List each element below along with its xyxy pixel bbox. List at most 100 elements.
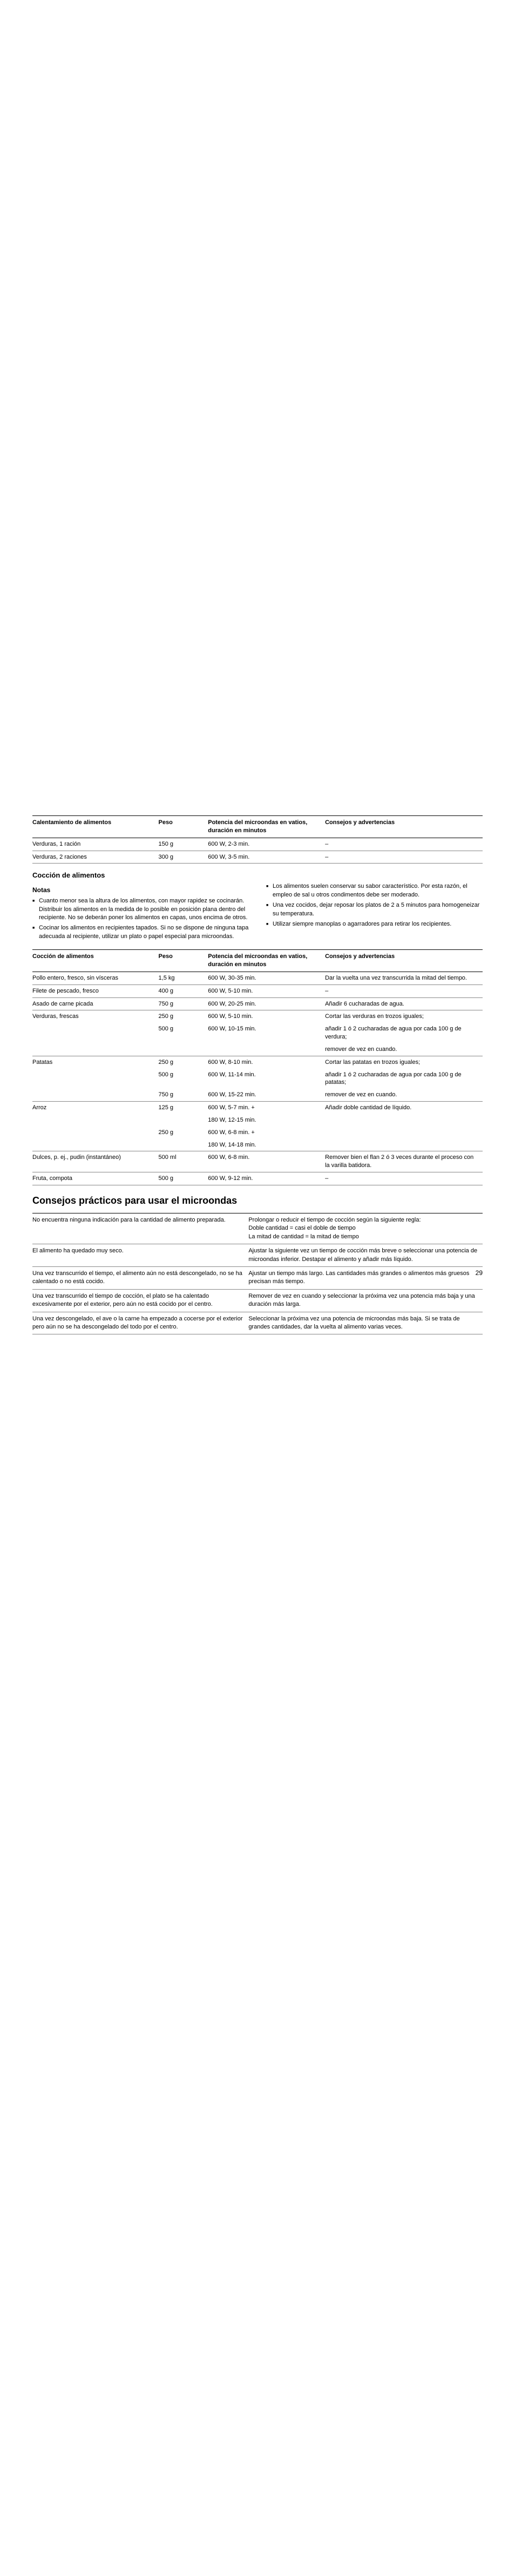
table-row: Asado de carne picada750 g600 W, 20-25 m… xyxy=(32,997,483,1010)
tips-problem: Una vez transcurrido el tiempo de cocció… xyxy=(32,1289,248,1312)
table-row: 180 W, 14-18 min. xyxy=(32,1139,483,1151)
table-cell: remover de vez en cuando. xyxy=(325,1089,483,1101)
table-row: 180 W, 12-15 min. xyxy=(32,1114,483,1127)
tips-solution: Ajustar la siguiente vez un tiempo de co… xyxy=(248,1244,483,1267)
tips-problem: No encuentra ninguna indicación para la … xyxy=(32,1213,248,1244)
note-item: Cuanto menor sea la altura de los alimen… xyxy=(32,897,249,922)
tips-row: Una vez descongelado, el ave o la carne … xyxy=(32,1312,483,1334)
table-row: Dulces, p. ej., pudin (instantáneo)500 m… xyxy=(32,1151,483,1172)
tips-solution: Remover de vez en cuando y seleccionar l… xyxy=(248,1289,483,1312)
tips-problem: Una vez transcurrido el tiempo, el alime… xyxy=(32,1266,248,1289)
table-cell: 250 g xyxy=(159,1010,208,1023)
table-cell: 600 W, 9-12 min. xyxy=(208,1172,325,1185)
table-cell xyxy=(32,1089,159,1101)
table-cell: 750 g xyxy=(159,997,208,1010)
table-cell: – xyxy=(325,1172,483,1185)
table-cell: Patatas xyxy=(32,1056,159,1068)
table-row: Verduras, 1 ración150 g600 W, 2-3 min.– xyxy=(32,838,483,851)
cooking-title: Cocción de alimentos xyxy=(32,871,483,879)
table-cell: 600 W, 15-22 min. xyxy=(208,1089,325,1101)
table-cell: 600 W, 6-8 min. + xyxy=(208,1127,325,1139)
table-cell: – xyxy=(325,851,483,864)
table-row: Fruta, compota500 g600 W, 9-12 min.– xyxy=(32,1172,483,1185)
table-cell: 400 g xyxy=(159,984,208,997)
table-cell xyxy=(208,1043,325,1056)
table-row: 500 g600 W, 11-14 min.añadir 1 ó 2 cucha… xyxy=(32,1069,483,1089)
table-cell: Cortar las verduras en trozos iguales; xyxy=(325,1010,483,1023)
table-cell: Verduras, frescas xyxy=(32,1010,159,1023)
table-cell: Dar la vuelta una vez transcurrida la mi… xyxy=(325,972,483,984)
tips-problem: El alimento ha quedado muy seco. xyxy=(32,1244,248,1267)
notes-columns: Notas Cuanto menor sea la altura de los … xyxy=(32,882,483,943)
tips-table: No encuentra ninguna indicación para la … xyxy=(32,1213,483,1334)
table-row: Patatas250 g600 W, 8-10 min.Cortar las p… xyxy=(32,1056,483,1068)
table-cell: 500 g xyxy=(159,1069,208,1089)
table-cell: añadir 1 ó 2 cucharadas de agua por cada… xyxy=(325,1069,483,1089)
th-weight: Peso xyxy=(159,816,208,838)
table-cell: añadir 1 ó 2 cucharadas de agua por cada… xyxy=(325,1023,483,1043)
table-cell xyxy=(159,1114,208,1127)
table-cell xyxy=(32,1139,159,1151)
note-item: Una vez cocidos, dejar reposar los plato… xyxy=(266,901,483,918)
notas-heading: Notas xyxy=(32,886,249,895)
table-cell: 600 W, 20-25 min. xyxy=(208,997,325,1010)
th-food: Calentamiento de alimentos xyxy=(32,816,159,838)
table-cell: Añadir doble cantidad de líquido. xyxy=(325,1102,483,1114)
tips-row: El alimento ha quedado muy seco.Ajustar … xyxy=(32,1244,483,1267)
table-cell xyxy=(159,1139,208,1151)
table-cell xyxy=(32,1023,159,1043)
note-item: Utilizar siempre manoplas o agarradores … xyxy=(266,920,483,928)
table-cell: 600 W, 5-10 min. xyxy=(208,1010,325,1023)
table-cell: 600 W, 3-5 min. xyxy=(208,851,325,864)
tips-row: No encuentra ninguna indicación para la … xyxy=(32,1213,483,1244)
table-cell: Dulces, p. ej., pudin (instantáneo) xyxy=(32,1151,159,1172)
table-row: 750 g600 W, 15-22 min.remover de vez en … xyxy=(32,1089,483,1101)
tips-solution: Prolongar o reducir el tiempo de cocción… xyxy=(248,1213,483,1244)
table-cell: Filete de pescado, fresco xyxy=(32,984,159,997)
table-cell: 250 g xyxy=(159,1056,208,1068)
th-food: Cocción de alimentos xyxy=(32,950,159,972)
tips-solution: Seleccionar la próxima vez una potencia … xyxy=(248,1312,483,1334)
table-cell: 150 g xyxy=(159,838,208,851)
table-cell: 180 W, 12-15 min. xyxy=(208,1114,325,1127)
table-cell xyxy=(32,1043,159,1056)
heating-table: Calentamiento de alimentos Peso Potencia… xyxy=(32,815,483,864)
table-cell xyxy=(325,1114,483,1127)
table-cell: remover de vez en cuando. xyxy=(325,1043,483,1056)
th-tips: Consejos y advertencias xyxy=(325,816,483,838)
page-number: 29 xyxy=(476,1269,483,1277)
table-row: 500 g600 W, 10-15 min.añadir 1 ó 2 cucha… xyxy=(32,1023,483,1043)
table-cell: Remover bien el flan 2 ó 3 veces durante… xyxy=(325,1151,483,1172)
table-row: Verduras, frescas250 g600 W, 5-10 min.Co… xyxy=(32,1010,483,1023)
table-cell xyxy=(32,1069,159,1089)
table-cell: 300 g xyxy=(159,851,208,864)
table-cell: Arroz xyxy=(32,1102,159,1114)
table-cell: Verduras, 2 raciones xyxy=(32,851,159,864)
notes-right: Los alimentos suelen conservar su sabor … xyxy=(266,882,483,943)
tips-title: Consejos prácticos para usar el microond… xyxy=(32,1195,483,1206)
table-cell: 600 W, 10-15 min. xyxy=(208,1023,325,1043)
tips-problem: Una vez descongelado, el ave o la carne … xyxy=(32,1312,248,1334)
tips-row: Una vez transcurrido el tiempo, el alime… xyxy=(32,1266,483,1289)
table-cell: 125 g xyxy=(159,1102,208,1114)
table-cell: 750 g xyxy=(159,1089,208,1101)
table-cell: 180 W, 14-18 min. xyxy=(208,1139,325,1151)
tips-solution: Ajustar un tiempo más largo. Las cantida… xyxy=(248,1266,483,1289)
th-tips: Consejos y advertencias xyxy=(325,950,483,972)
table-cell: 600 W, 8-10 min. xyxy=(208,1056,325,1068)
table-row: Pollo entero, fresco, sin vísceras1,5 kg… xyxy=(32,972,483,984)
content: Calentamiento de alimentos Peso Potencia… xyxy=(32,815,483,1334)
table-row: Verduras, 2 raciones300 g600 W, 3-5 min.… xyxy=(32,851,483,864)
th-weight: Peso xyxy=(159,950,208,972)
th-power: Potencia del microondas en vatios, durac… xyxy=(208,816,325,838)
table-cell: 600 W, 5-10 min. xyxy=(208,984,325,997)
table-cell: – xyxy=(325,984,483,997)
note-item: Cocinar los alimentos en recipientes tap… xyxy=(32,924,249,941)
table-cell: 600 W, 11-14 min. xyxy=(208,1069,325,1089)
table-cell: 250 g xyxy=(159,1127,208,1139)
table-cell: Cortar las patatas en trozos iguales; xyxy=(325,1056,483,1068)
table-cell: 500 g xyxy=(159,1023,208,1043)
note-item: Los alimentos suelen conservar su sabor … xyxy=(266,882,483,899)
table-cell: Añadir 6 cucharadas de agua. xyxy=(325,997,483,1010)
document-page: Calentamiento de alimentos Peso Potencia… xyxy=(0,0,515,2576)
